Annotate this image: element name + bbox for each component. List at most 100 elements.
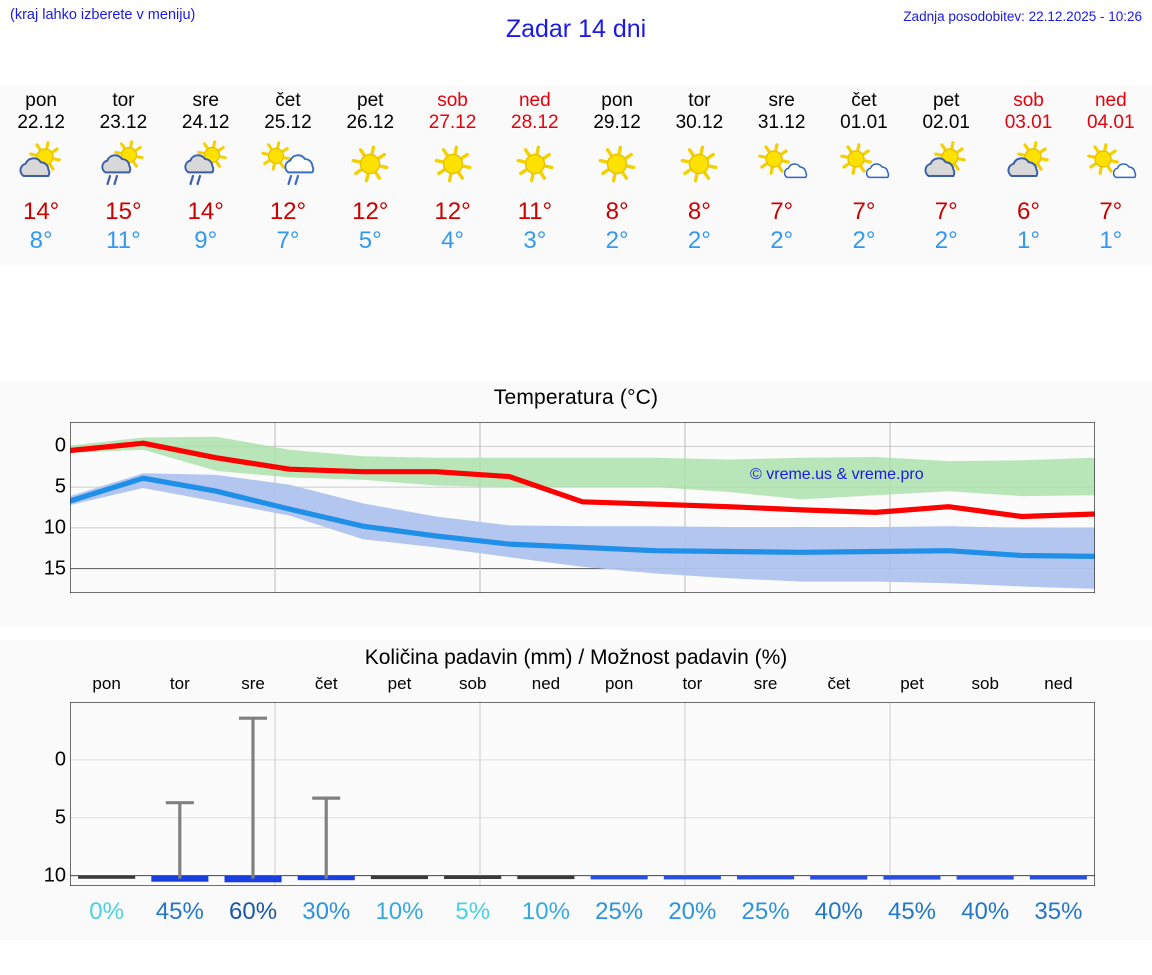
precipitation-day-label: sob (971, 674, 999, 693)
day-min-temp: 2° (605, 227, 629, 254)
precipitation-probability-label: 40% (814, 898, 863, 925)
precipitation-day-labels: pon tor sre čet pet sob ned pon tor sre čet pet sob n… (70, 674, 1095, 698)
day-date-label: 26.12 (346, 112, 395, 133)
last-updated: Zadnja posodobitev: 22.12.2025 - 10:26 (903, 9, 1142, 24)
precipitation-day-label: pon (604, 674, 634, 693)
copyright-label: © vreme.us & vreme.pro (750, 466, 924, 483)
precipitation-day-label: pet (387, 674, 412, 693)
day-of-week-label: sre (192, 90, 219, 111)
forecast-day-column[interactable]: ned 28.12 11° 3° (494, 85, 576, 265)
day-of-week-label: ned (518, 90, 551, 111)
day-date-label: 24.12 (181, 112, 230, 133)
sunny-icon (503, 137, 567, 193)
day-of-week-label: sob (1013, 90, 1044, 111)
day-max-temp: 12° (269, 198, 307, 225)
forecast-day-column[interactable]: sob 03.01 6° 1° (987, 85, 1069, 265)
day-of-week-label: čet (275, 90, 301, 111)
precipitation-day-label: čet (827, 674, 851, 693)
partly-cloudy-rain-icon (91, 137, 155, 193)
forecast-day-column[interactable]: pet 26.12 12° 5° (329, 85, 411, 265)
forecast-day-column[interactable]: pon 29.12 8° 2° (576, 85, 658, 265)
temperature-y-axis: 15 10 5 0 (0, 381, 66, 627)
day-max-temp: 8° (605, 198, 629, 225)
temperature-y-tick: 0 (54, 434, 66, 457)
day-max-temp: 6° (1017, 198, 1040, 225)
precipitation-day-label: ned (1044, 674, 1073, 693)
precipitation-y-tick: 10 (43, 864, 66, 887)
forecast-day-column[interactable]: tor 23.12 15° 11° (82, 85, 164, 265)
day-date-label: 27.12 (428, 112, 477, 133)
day-date-label: 02.01 (922, 112, 970, 133)
precipitation-day-label: sre (753, 674, 778, 693)
precipitation-y-tick: 5 (54, 806, 66, 829)
precipitation-day-label: sob (458, 674, 487, 693)
precipitation-probability-label: 35% (1034, 898, 1083, 925)
day-max-temp: 7° (770, 198, 794, 225)
sunny-icon (421, 137, 485, 193)
forecast-day-column[interactable]: pon 22.12 14° 8° (0, 85, 82, 265)
forecast-day-column[interactable]: sre 31.12 7° 2° (741, 85, 823, 265)
day-date-label: 28.12 (511, 112, 559, 133)
precipitation-plot (70, 702, 1095, 886)
day-max-temp: 14° (22, 198, 60, 225)
forecast-day-column[interactable]: sob 27.12 12° 4° (411, 85, 493, 265)
precipitation-day-label: tor (169, 674, 190, 693)
day-min-temp: 2° (770, 227, 794, 254)
forecast-day-column[interactable]: tor 30.12 8° 2° (658, 85, 740, 265)
day-max-temp: 8° (687, 198, 711, 225)
day-date-label: 01.01 (840, 112, 888, 133)
forecast-day-column[interactable]: čet 25.12 12° 7° (247, 85, 329, 265)
precipitation-probability-label: 60% (229, 898, 278, 925)
day-min-temp: 4° (441, 227, 465, 254)
sunny-icon (667, 137, 731, 193)
sun-small-cloud-icon (832, 137, 896, 193)
precipitation-day-label: sre (241, 674, 265, 693)
forecast-day-column[interactable]: ned 04.01 7° 1° (1070, 85, 1152, 265)
precipitation-probability-label: 0% (89, 898, 124, 925)
sun-cloud-rain-icon (256, 137, 320, 193)
precipitation-probability-label: 10% (375, 898, 424, 925)
precipitation-y-axis: 10 5 0 (0, 640, 66, 940)
sunny-icon (338, 137, 402, 193)
day-min-temp: 2° (687, 227, 711, 254)
day-max-temp: 12° (352, 198, 389, 225)
precipitation-probability-label: 5% (455, 898, 491, 925)
precipitation-probability-label: 45% (887, 898, 937, 925)
menu-hint[interactable]: (kraj lahko izberete v meniju) (10, 7, 196, 23)
precipitation-probability-row: 0% 45% 60% 30% 10% 5% 10% 25% 20% 25% 40% 45% 40% 35% (70, 898, 1095, 938)
day-date-label: 25.12 (264, 112, 312, 133)
day-of-week-label: pet (357, 90, 384, 111)
day-of-week-label: tor (688, 90, 711, 111)
day-of-week-label: sob (437, 90, 468, 111)
forecast-day-column[interactable]: sre 24.12 14° 9° (165, 85, 247, 265)
day-min-temp: 2° (934, 227, 958, 254)
day-of-week-label: čet (851, 90, 877, 111)
day-of-week-label: pet (933, 90, 960, 111)
precipitation-day-label: pet (900, 674, 924, 693)
day-min-temp: 9° (194, 227, 218, 254)
day-max-temp: 7° (852, 198, 876, 225)
top-bar: (kraj lahko izberete v meniju) Zadar 14 … (0, 0, 1152, 60)
precipitation-probability-label: 30% (302, 898, 351, 925)
precipitation-probability-label: 25% (741, 898, 790, 925)
partly-cloudy-icon (914, 137, 978, 193)
page-title: Zadar 14 dni (505, 15, 647, 43)
day-date-label: 30.12 (675, 112, 724, 133)
precipitation-y-tick: 0 (54, 748, 66, 771)
partly-cloudy-icon (997, 137, 1061, 193)
forecast-day-strip: pon 22.12 14° 8° tor 23.12 15° 11° sre 24.12 14… (0, 85, 1152, 265)
precipitation-day-label: tor (682, 674, 703, 693)
day-of-week-label: tor (112, 90, 135, 111)
day-date-label: 04.01 (1087, 112, 1135, 133)
precipitation-probability-label: 25% (595, 898, 644, 925)
day-min-temp: 1° (1099, 227, 1123, 254)
forecast-day-column[interactable]: pet 02.01 7° 2° (905, 85, 987, 265)
temperature-y-tick: 15 (43, 557, 66, 580)
day-max-temp: 11° (517, 198, 553, 225)
day-date-label: 31.12 (757, 112, 806, 133)
day-min-temp: 3° (523, 227, 547, 254)
precipitation-probability-label: 40% (961, 898, 1010, 925)
forecast-day-column[interactable]: čet 01.01 7° 2° (823, 85, 905, 265)
day-min-temp: 11° (106, 227, 141, 254)
precipitation-day-label: čet (314, 674, 338, 693)
